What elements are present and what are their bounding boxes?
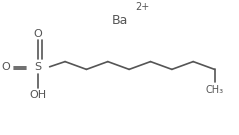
Text: OH: OH xyxy=(29,90,46,100)
Text: O: O xyxy=(2,62,11,72)
Text: S: S xyxy=(34,62,41,72)
Text: O: O xyxy=(33,29,42,39)
Text: 2+: 2+ xyxy=(135,2,149,12)
Text: Ba: Ba xyxy=(111,14,128,27)
Text: CH₃: CH₃ xyxy=(206,85,224,94)
